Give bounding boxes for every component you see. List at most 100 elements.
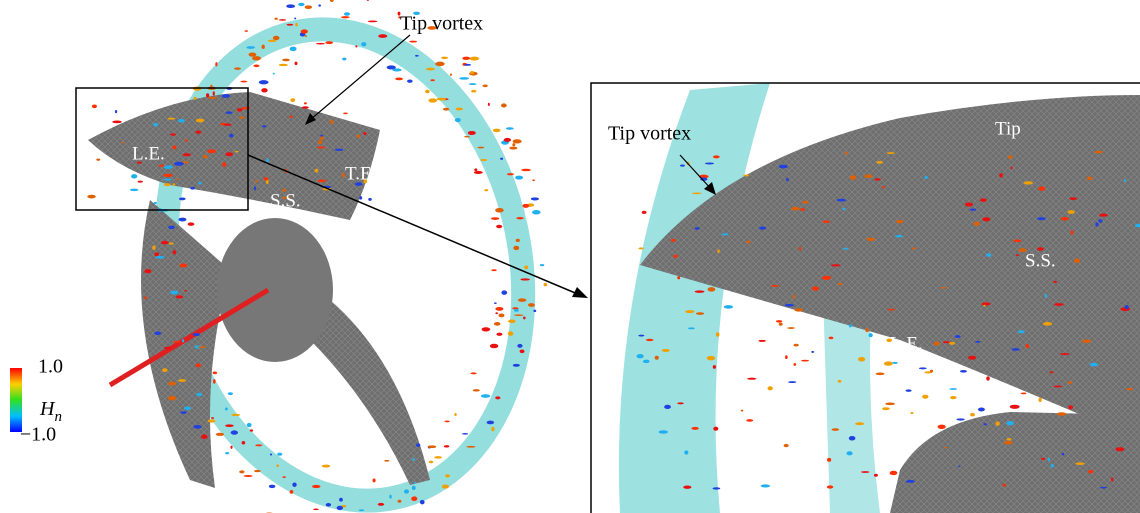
speck <box>1124 179 1126 182</box>
colorbar-tick-label: 1.0 <box>38 356 63 378</box>
speck <box>743 175 749 177</box>
speck <box>531 197 539 200</box>
speck <box>1090 363 1098 367</box>
speck <box>206 93 209 97</box>
speck <box>470 57 480 61</box>
speck <box>225 407 228 410</box>
speck <box>822 276 831 280</box>
speck <box>469 83 477 85</box>
speck <box>958 465 960 467</box>
speck <box>420 500 425 505</box>
right-panel <box>619 83 1140 513</box>
speck <box>865 328 869 332</box>
duct-ring <box>619 83 770 513</box>
speck <box>941 287 947 289</box>
speck <box>890 471 898 475</box>
speck <box>876 372 885 375</box>
speck <box>290 47 297 51</box>
speck <box>868 333 872 337</box>
speck <box>341 16 350 18</box>
speck <box>276 464 279 467</box>
speck <box>638 335 644 337</box>
speck <box>794 308 803 311</box>
speck <box>999 173 1003 177</box>
speck <box>178 379 186 382</box>
speck <box>747 378 756 380</box>
speck <box>986 253 991 256</box>
speck <box>533 310 536 312</box>
speck <box>164 165 173 169</box>
speck <box>224 123 232 125</box>
speck <box>259 80 269 84</box>
speck <box>776 320 782 323</box>
speck <box>664 405 671 409</box>
speck <box>832 428 839 431</box>
speck <box>1054 303 1064 306</box>
speck <box>887 152 895 154</box>
speck <box>470 71 474 74</box>
speck <box>713 365 716 369</box>
speck <box>144 269 151 273</box>
speck <box>317 146 326 148</box>
speck <box>173 341 180 343</box>
speck <box>1010 167 1012 170</box>
speck <box>522 204 529 208</box>
speck <box>178 218 186 222</box>
speck <box>513 364 520 367</box>
speck <box>866 238 875 241</box>
speck <box>131 174 137 178</box>
speck <box>254 470 261 472</box>
speck <box>827 485 833 488</box>
speck <box>355 45 357 47</box>
speck <box>930 370 933 373</box>
speck <box>176 178 178 180</box>
speck <box>496 225 502 228</box>
speck <box>239 117 244 119</box>
speck <box>491 427 494 431</box>
speck <box>800 208 805 211</box>
speck <box>983 305 986 307</box>
speck <box>524 266 528 270</box>
speck <box>155 256 165 259</box>
speck <box>520 278 530 280</box>
speck <box>168 226 175 230</box>
speck <box>512 143 515 146</box>
blade <box>890 412 1140 513</box>
speck <box>874 474 878 477</box>
speck <box>514 309 519 312</box>
speck <box>161 241 169 245</box>
speck <box>895 235 903 237</box>
speck <box>481 394 490 398</box>
speck <box>241 107 250 110</box>
speck <box>179 198 186 201</box>
speck <box>305 35 307 37</box>
speck <box>339 498 343 502</box>
speck <box>779 165 788 169</box>
speck <box>337 506 343 510</box>
speck <box>978 408 985 412</box>
speck <box>298 3 304 6</box>
speck <box>302 106 309 108</box>
speck <box>493 129 501 133</box>
speck <box>474 168 477 171</box>
speck <box>295 62 298 65</box>
speck <box>793 295 795 299</box>
speck <box>638 247 644 249</box>
speck <box>1024 181 1034 184</box>
speck <box>174 162 184 166</box>
speck <box>713 155 720 158</box>
speck <box>392 68 401 71</box>
speck <box>188 222 195 226</box>
speck <box>415 55 419 57</box>
speck <box>1013 240 1021 242</box>
speck <box>255 444 262 446</box>
speck <box>198 346 207 348</box>
speck <box>196 131 202 134</box>
speck <box>471 372 477 374</box>
speck <box>207 149 216 153</box>
speck <box>986 376 989 380</box>
speck <box>173 183 176 186</box>
speck <box>794 344 799 347</box>
speck <box>373 478 376 482</box>
speck <box>270 453 272 455</box>
